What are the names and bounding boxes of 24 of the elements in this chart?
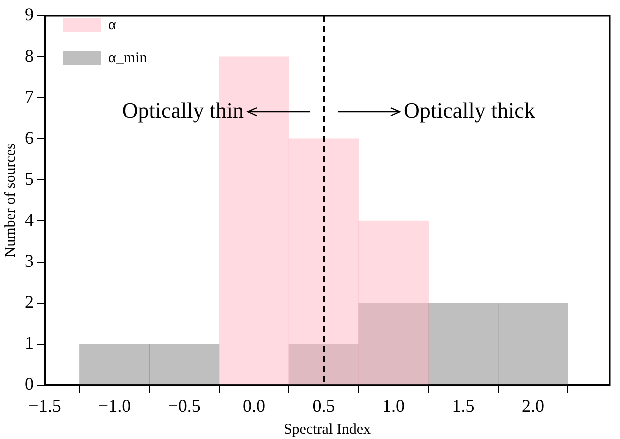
x-tick-label: 1.5 <box>452 396 475 416</box>
y-tick-label: 8 <box>25 46 34 66</box>
legend-label: α <box>108 17 116 34</box>
x-tick-label: 2.0 <box>522 396 545 416</box>
annotation: Optically thick <box>404 98 536 123</box>
x-tick-label: 1.0 <box>382 396 406 416</box>
x-axis-title: Spectral Index <box>284 422 372 438</box>
y-axis-title: Number of sources <box>2 143 19 258</box>
annotation: Optically thin <box>122 98 244 123</box>
y-tick-label: 1 <box>25 333 34 354</box>
x-tick-label: 0.0 <box>243 396 266 416</box>
y-tick-label: 2 <box>25 292 34 312</box>
y-tick-label: 5 <box>25 168 34 189</box>
y-tick-label: 9 <box>25 4 34 25</box>
x-tick-label: −0.5 <box>168 396 201 416</box>
x-tick-label: 0.5 <box>312 396 336 416</box>
x-tick-label: −1.5 <box>28 396 62 416</box>
y-tick-label: 3 <box>25 251 34 271</box>
y-tick-label: 6 <box>25 128 34 148</box>
x-tick-label: −1.0 <box>98 396 132 416</box>
y-tick-label: 4 <box>25 210 34 230</box>
y-tick-label: 7 <box>25 86 34 107</box>
legend-label: α_min <box>108 50 148 66</box>
y-tick-label: 0 <box>25 374 34 394</box>
